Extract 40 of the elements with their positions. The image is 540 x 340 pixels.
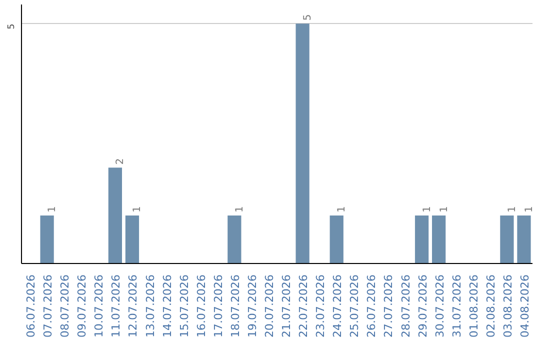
x-tick-label: 25.07.2026: [348, 274, 362, 338]
x-tick-label: 30.07.2026: [433, 274, 446, 338]
data-label: 1: [422, 206, 433, 213]
data-label: 1: [506, 206, 518, 213]
x-tick-label: 18.07.2026: [228, 274, 242, 338]
x-tick-label: 27.07.2026: [382, 274, 396, 338]
x-tick-label: 29.07.2026: [416, 274, 430, 338]
data-label: 1: [47, 206, 58, 213]
x-tick-label: 03.08.2026: [501, 274, 514, 338]
x-tick-label: 23.07.2026: [314, 274, 328, 338]
x-tick-label: 04.08.2026: [518, 274, 532, 338]
x-tick-label: 31.07.2026: [450, 274, 464, 338]
x-tick-label: 12.07.2026: [126, 274, 140, 338]
x-tick-label: 07.07.2026: [42, 274, 55, 338]
data-label: 1: [336, 206, 348, 213]
x-tick-label: 13.07.2026: [144, 274, 157, 338]
x-tick-label: 17.07.2026: [212, 274, 225, 338]
data-label: 5: [302, 14, 314, 21]
x-tick-label: 28.07.2026: [399, 274, 412, 338]
data-label: 1: [438, 206, 450, 213]
data-label: 1: [132, 206, 144, 213]
x-tick-label: 10.07.2026: [92, 274, 106, 338]
x-tick-label: 09.07.2026: [76, 274, 89, 338]
x-tick-label: 14.07.2026: [160, 274, 174, 338]
x-tick-label: 15.07.2026: [178, 274, 191, 338]
x-tick-label: 01.08.2026: [467, 274, 480, 338]
x-tick-label: 02.08.2026: [484, 274, 498, 338]
x-tick-label: 26.07.2026: [365, 274, 378, 338]
x-tick-label: 19.07.2026: [246, 274, 259, 338]
x-tick-label: 24.07.2026: [331, 274, 344, 338]
data-label: 1: [524, 206, 535, 213]
x-tick-label: 06.07.2026: [24, 274, 38, 338]
x-tick-label: 08.07.2026: [58, 274, 72, 338]
x-tick-label: 22.07.2026: [297, 274, 310, 338]
data-label: 2: [115, 158, 126, 165]
data-label: 1: [234, 206, 246, 213]
x-tick-label: 21.07.2026: [280, 274, 294, 338]
x-tick-label: 20.07.2026: [262, 274, 276, 338]
x-tick-label: 11.07.2026: [110, 274, 123, 338]
x-tick-label: 16.07.2026: [194, 274, 208, 338]
